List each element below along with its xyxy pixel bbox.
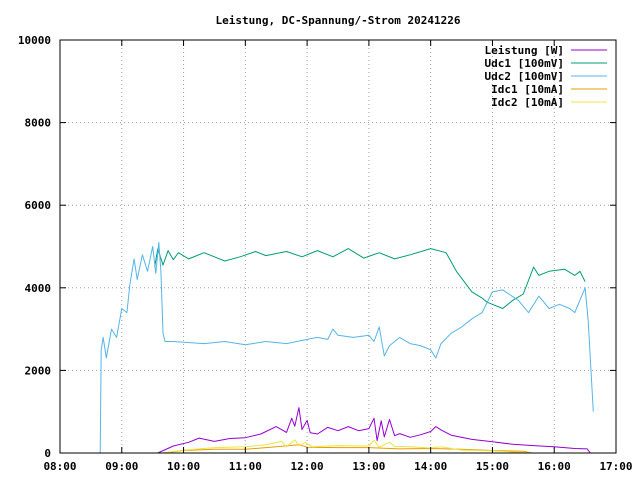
- x-tick-label: 11:00: [229, 460, 262, 473]
- x-tick-label: 16:00: [538, 460, 571, 473]
- series-line-3: [99, 241, 594, 454]
- series-line-5: [162, 439, 532, 454]
- legend: Leistung [W]Udc1 [100mV]Udc2 [100mV]Idc1…: [485, 44, 607, 109]
- chart-title: Leistung, DC-Spannung/-Strom 20241226: [215, 14, 460, 27]
- series-line-1: [157, 407, 591, 454]
- series-layer: [99, 241, 594, 454]
- x-tick-label: 10:00: [167, 460, 200, 473]
- x-tick-label: 09:00: [105, 460, 138, 473]
- legend-label: Udc1 [100mV]: [485, 57, 564, 70]
- y-tick-labels: 0 2000 4000 6000 8000 10000: [18, 34, 51, 460]
- series-line-4: [162, 444, 532, 454]
- grid-lines: [60, 40, 616, 453]
- legend-label: Udc2 [100mV]: [485, 70, 564, 83]
- y-tick-label: 0: [44, 447, 51, 460]
- x-tick-labels: 08:00 09:00 10:00 11:00 12:00 13:00 14:00 15:00…: [43, 460, 632, 473]
- legend-label: Leistung [W]: [485, 44, 564, 57]
- x-tick-label: 15:00: [476, 460, 509, 473]
- series-line-2: [154, 248, 586, 309]
- plot-frame: [59, 39, 617, 454]
- x-tick-label: 08:00: [43, 460, 76, 473]
- y-tick-label: 10000: [18, 34, 51, 47]
- y-tick-label: 4000: [25, 282, 52, 295]
- x-tick-label: 14:00: [414, 460, 447, 473]
- legend-label: Idc2 [10mA]: [491, 96, 564, 109]
- y-tick-label: 6000: [25, 199, 52, 212]
- y-tick-label: 8000: [25, 117, 52, 130]
- x-tick-label: 12:00: [291, 460, 324, 473]
- y-tick-label: 2000: [25, 364, 52, 377]
- legend-label: Idc1 [10mA]: [491, 83, 564, 96]
- x-tick-label: 13:00: [352, 460, 385, 473]
- x-tick-label: 17:00: [599, 460, 632, 473]
- axis-ticks: [59, 39, 617, 454]
